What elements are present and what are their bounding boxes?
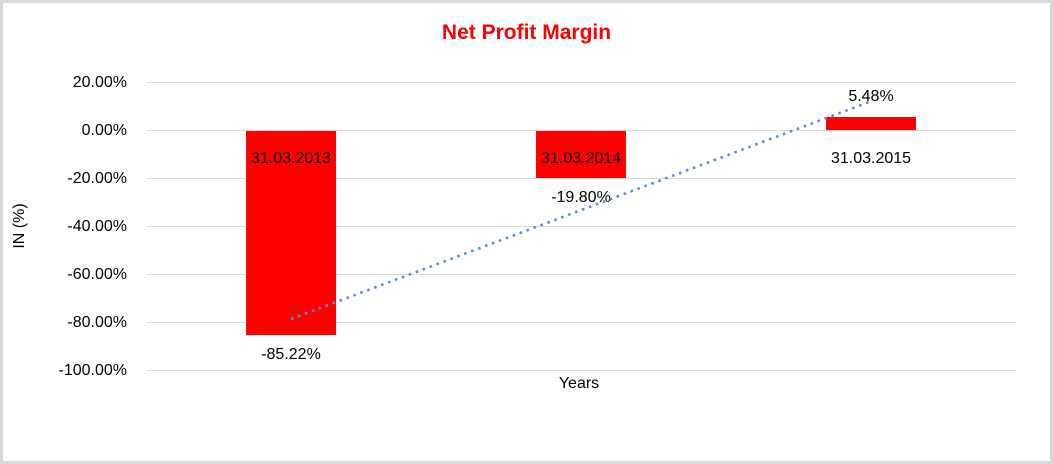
value-label-2: 5.48% [848,88,894,106]
y-tick-label: 0.00% [81,121,127,139]
chart-title: Net Profit Margin [441,21,612,44]
gridline [146,82,1016,83]
bar-2 [826,117,916,131]
category-label-1: 31.03.2014 [540,150,622,167]
y-tick-label: 20.00% [72,73,127,91]
value-label-0: -85.22% [261,346,321,364]
gridline [146,322,1016,323]
gridline [146,370,1016,371]
y-tick-label: -100.00% [58,361,128,379]
trendline-layer [290,100,872,321]
value-label-1: -19.80% [551,189,611,207]
y-tick-label: -80.00% [67,313,127,331]
y-tick-label: -60.00% [67,265,127,283]
category-label-0: 31.03.2013 [250,150,332,167]
category-label-2: 31.03.2015 [830,150,912,167]
y-tick-label: -40.00% [67,217,127,235]
x-axis-title: Years [558,375,600,392]
y-tick-label: -20.00% [67,169,127,187]
